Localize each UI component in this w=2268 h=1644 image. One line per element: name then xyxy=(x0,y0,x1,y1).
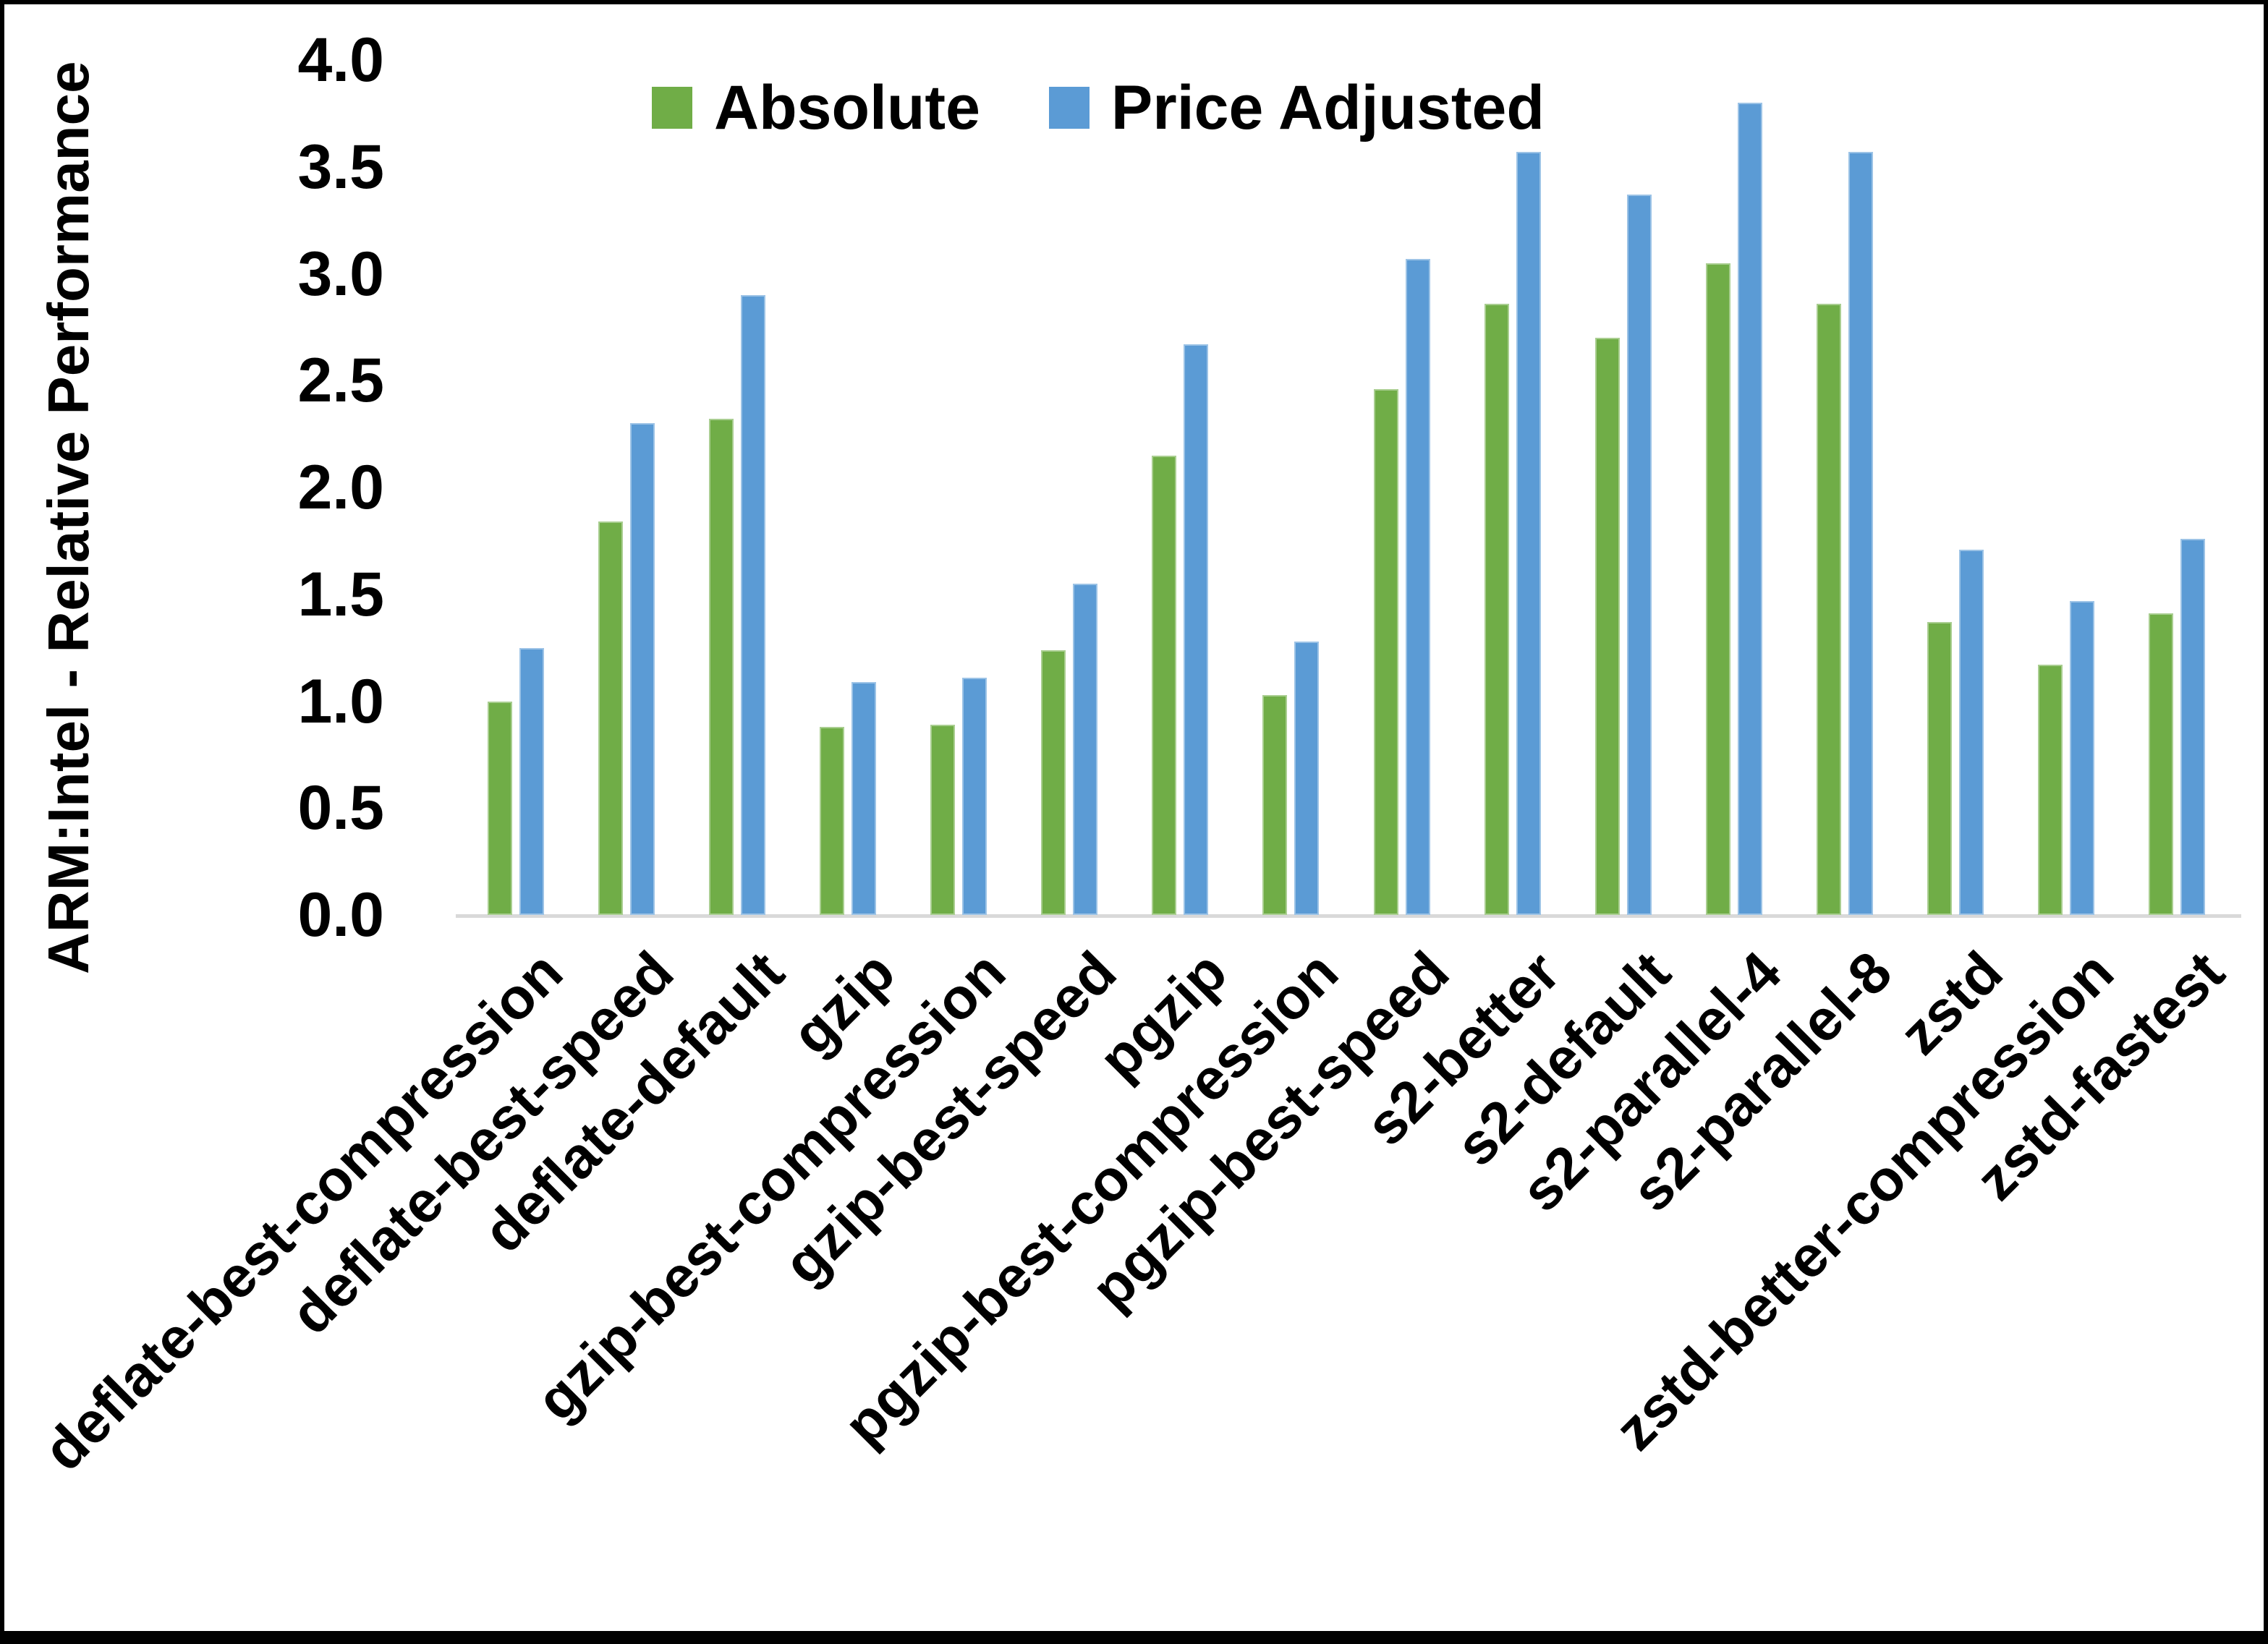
bar-absolute xyxy=(2038,665,2063,915)
x-axis-line xyxy=(456,914,2241,918)
bar-absolute xyxy=(1041,649,1066,915)
legend-item: Price Adjusted xyxy=(1048,73,1545,142)
legend-swatch-icon xyxy=(652,87,692,129)
bar-price-adjusted xyxy=(1516,152,1541,915)
bar-absolute xyxy=(598,521,623,915)
bar-absolute xyxy=(1484,303,1509,915)
bar-absolute xyxy=(708,419,734,915)
bar-price-adjusted xyxy=(851,681,876,915)
y-tick-label: 3.5 xyxy=(297,132,384,202)
y-tick-label: 0.0 xyxy=(297,880,384,950)
bar-absolute xyxy=(1817,303,1842,915)
bar-price-adjusted xyxy=(1294,641,1320,915)
legend-label: Price Adjusted xyxy=(1110,73,1545,142)
legend: Absolute Price Adjusted xyxy=(652,77,1545,139)
bar-absolute xyxy=(1152,455,1177,915)
bar-price-adjusted xyxy=(519,647,544,915)
bar-price-adjusted xyxy=(1737,103,1762,915)
y-tick-label: 0.5 xyxy=(297,773,384,843)
bar-price-adjusted xyxy=(629,423,655,915)
y-tick-label: 1.0 xyxy=(297,666,384,736)
y-tick-label: 2.0 xyxy=(297,453,384,522)
bar-price-adjusted xyxy=(2070,600,2095,915)
y-tick-label: 4.0 xyxy=(297,25,384,95)
bar-price-adjusted xyxy=(1405,258,1430,915)
bar-absolute xyxy=(1594,338,1620,915)
legend-swatch-icon xyxy=(1048,87,1090,129)
bar-absolute xyxy=(1705,263,1730,915)
y-tick-label: 3.0 xyxy=(297,239,384,309)
bar-price-adjusted xyxy=(962,678,988,915)
legend-label: Absolute xyxy=(714,73,980,142)
bar-price-adjusted xyxy=(1073,583,1098,915)
bar-price-adjusted xyxy=(1626,195,1652,915)
bar-price-adjusted xyxy=(1848,152,1874,915)
bar-absolute xyxy=(2149,613,2174,915)
bar-price-adjusted xyxy=(2180,538,2206,915)
bar-price-adjusted xyxy=(1959,549,1984,915)
bar-absolute xyxy=(1927,622,1953,915)
y-tick-label: 2.5 xyxy=(297,346,384,416)
bar-absolute xyxy=(1373,389,1398,915)
bar-price-adjusted xyxy=(1184,344,1209,915)
y-tick-label: 1.5 xyxy=(297,559,384,629)
plot-area xyxy=(456,60,2241,918)
bar-absolute xyxy=(1262,694,1288,915)
bar-absolute xyxy=(930,725,956,915)
bar-absolute xyxy=(487,701,512,915)
y-axis-title: ARM:Intel - Relative Performance xyxy=(36,61,101,975)
legend-item: Absolute xyxy=(652,77,980,139)
bar-absolute xyxy=(819,726,844,915)
bar-price-adjusted xyxy=(740,295,765,915)
